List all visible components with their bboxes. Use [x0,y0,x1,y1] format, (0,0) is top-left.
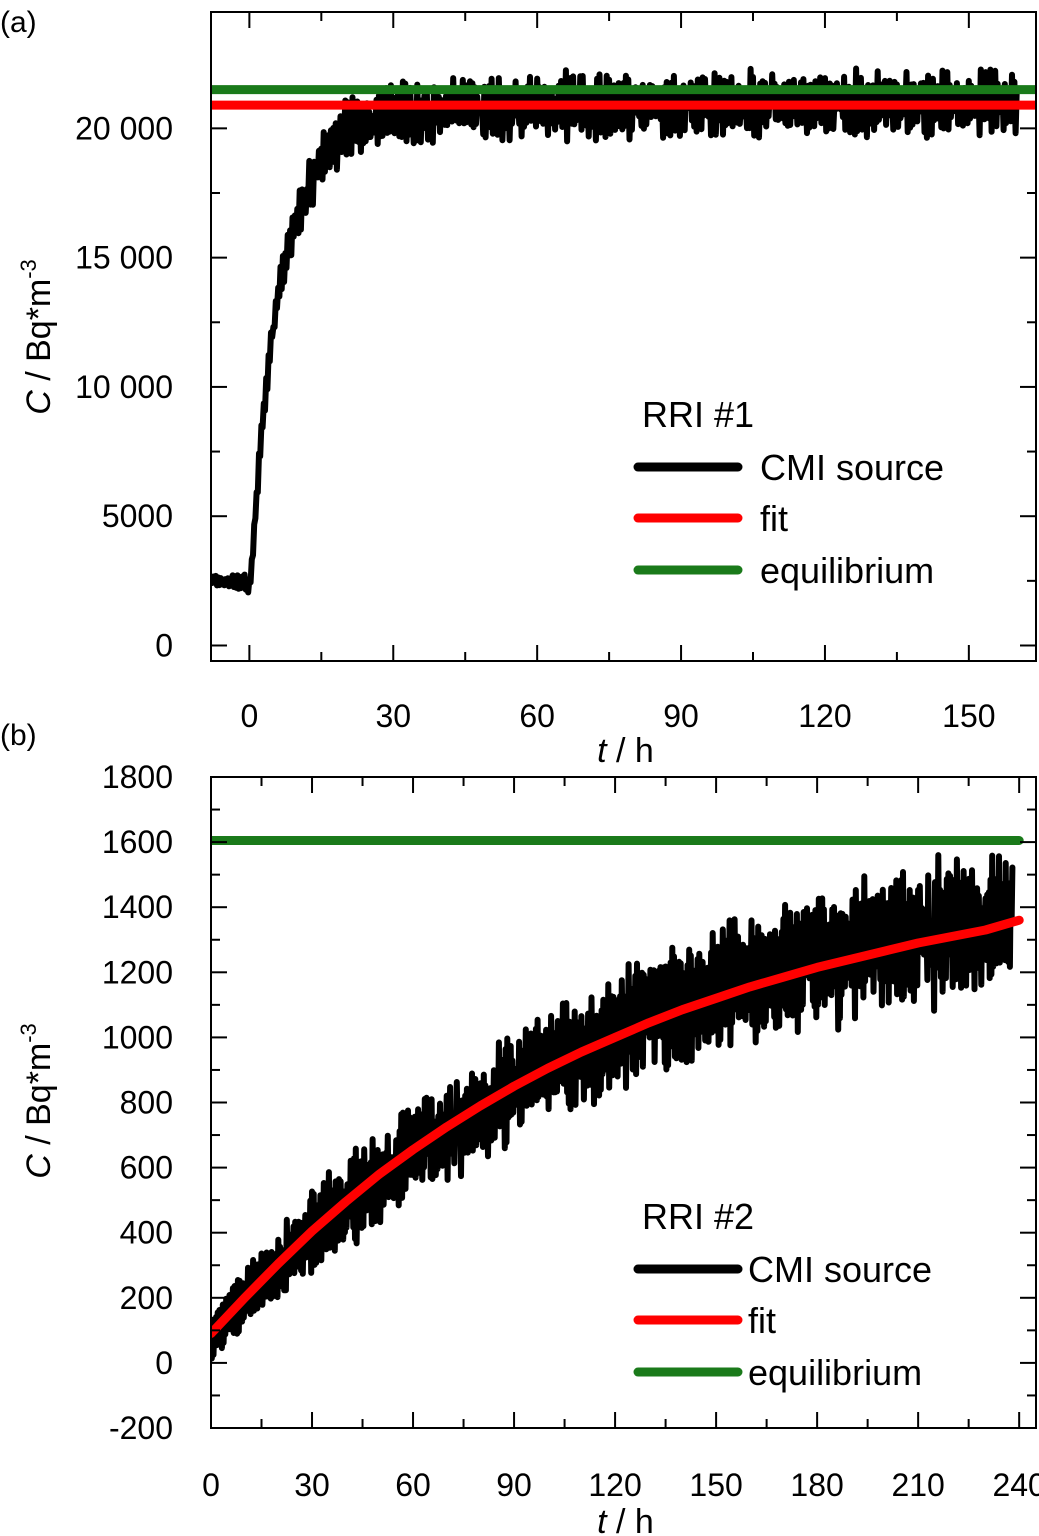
legend-title: RRI #1 [642,394,754,435]
plot-area [211,836,1024,1362]
y-tick-label: 1000 [102,1019,173,1055]
x-tick-label: 180 [790,1467,843,1503]
legend-title: RRI #2 [642,1196,754,1237]
x-axis-title: t / h [597,1503,654,1536]
x-tick-label: 210 [891,1467,944,1503]
y-tick-label: 1800 [102,759,173,795]
x-tick-label: 240 [992,1467,1039,1503]
y-tick-label: 800 [120,1085,173,1121]
x-tick-label: 150 [942,698,995,734]
y-tick-label: 200 [120,1280,173,1316]
x-tick-label: 30 [375,698,411,734]
y-tick-label: 1200 [102,954,173,990]
y-tick-label: 15 000 [75,240,173,276]
y-tick-label: 0 [155,1345,173,1381]
chart-panel-1: (a) 0 30 60 90 120 150 0 5000 10 000 15 000 20 000 t… [0,6,1037,770]
panel-label: (a) [0,6,37,39]
x-tick-label: 30 [294,1467,330,1503]
legend-label: fit [760,498,788,539]
x-tick-label: 0 [202,1467,220,1503]
legend-label: CMI source [748,1249,932,1290]
legend-label: fit [748,1300,776,1341]
y-tick-label: 20 000 [75,110,173,146]
chart-panel-2: (b) 0 30 60 90 120 150 180 210 240 -200 0 200 400 600 8… [0,719,1039,1536]
y-tick-label: 10 000 [75,369,173,405]
x-tick-label: 60 [395,1467,431,1503]
x-tick-label: 90 [663,698,699,734]
x-tick-label: 0 [240,698,258,734]
series-cmi-source-line [211,852,1016,1362]
plot-frame [210,11,1037,662]
x-tick-label: 120 [588,1467,641,1503]
x-axis-title: t / h [597,732,654,770]
y-tick-label: 1600 [102,824,173,860]
y-tick-label: 0 [155,627,173,663]
series-fit-line [211,915,1024,1339]
legend-label: equilibrium [760,550,934,591]
x-tick-label: 90 [496,1467,532,1503]
plot-frame [210,776,1037,1429]
y-tick-label: 1400 [102,889,173,925]
plot-area [211,65,1036,596]
panel-label: (b) [0,719,37,752]
y-tick-label: 5000 [102,498,173,534]
y-tick-label: -200 [109,1410,173,1446]
y-tick-label: 400 [120,1215,173,1251]
legend-label: CMI source [760,447,944,488]
x-tick-label: 60 [519,698,555,734]
x-tick-label: 150 [689,1467,742,1503]
y-axis-title: C / Bq*m-3 [16,1023,58,1179]
y-axis-title: C / Bq*m-3 [16,259,58,415]
x-tick-label: 120 [798,698,851,734]
legend: RRI #2 CMI source fit equilibrium [633,1196,932,1393]
y-tick-label: 600 [120,1150,173,1186]
legend-label: equilibrium [748,1352,922,1393]
series-cmi-source-line [211,65,1020,596]
